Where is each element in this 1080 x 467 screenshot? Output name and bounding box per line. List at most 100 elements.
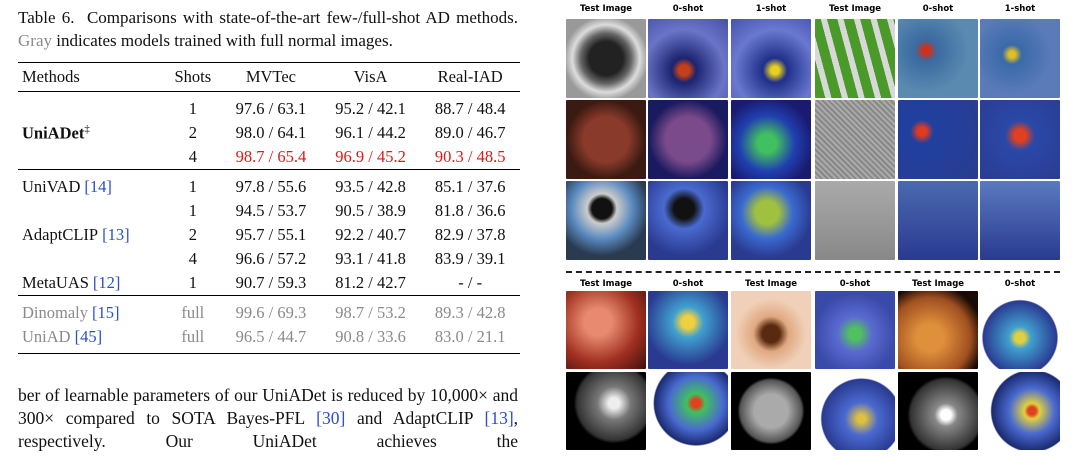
shots-cell: 1 [188, 273, 197, 292]
image [898, 372, 978, 450]
score-cell: 94.5 / 53.7 [235, 201, 307, 220]
image [731, 100, 811, 179]
caption-rest: indicates models trained with full norma… [56, 31, 393, 50]
shots-cell: full [164, 295, 222, 325]
row-group: 1 97.6 / 63.1 95.2 / 42.1 88.7 / 48.4 UniADe… [18, 92, 520, 170]
image [731, 291, 811, 369]
column-header: Shots [174, 67, 212, 86]
column-header: Methods [22, 67, 80, 86]
image [815, 291, 895, 369]
image [815, 100, 895, 179]
table-row: 1 94.5 / 53.7 90.5 / 38.9 81.8 / 36.6 [18, 199, 520, 223]
method-cell [18, 247, 165, 271]
citation: [13] [484, 408, 514, 428]
column-header: MVTec [245, 67, 297, 86]
score-cell: 90.3 / 48.5 [434, 147, 506, 166]
citation: [15] [92, 303, 120, 322]
score-cell: 85.1 / 37.6 [420, 169, 520, 199]
score-cell: 81.8 / 36.6 [434, 201, 506, 220]
method-name: UniADet [22, 123, 85, 143]
score-cell: 88.7 / 48.4 [434, 99, 506, 118]
image [566, 100, 646, 179]
method-cell: UniADet‡ [18, 121, 165, 145]
method-cell [18, 92, 165, 122]
image [898, 181, 978, 260]
table-row: 4 98.7 / 65.4 96.9 / 45.2 90.3 / 48.5 [18, 145, 520, 170]
method-cell [18, 145, 165, 170]
image-label: 0-shot [672, 4, 704, 14]
method-cell: UniAD [45] [18, 325, 165, 354]
image [898, 100, 978, 179]
score-cell: 98.7 / 65.4 [235, 147, 307, 166]
paragraph-text: ber of learnable parameters of our UniAD… [18, 385, 518, 428]
score-cell: 98.0 / 64.1 [235, 123, 307, 142]
citation: [14] [84, 177, 112, 196]
table-row: UniVAD [14] 1 97.8 / 55.6 93.5 / 42.8 85.1 / … [18, 169, 520, 199]
score-cell: 83.9 / 39.1 [434, 249, 506, 268]
score-cell: 97.8 / 55.6 [221, 169, 321, 199]
image [648, 372, 728, 450]
paragraph-text: and AdaptCLIP [356, 408, 473, 428]
image-label: Test Image [911, 279, 965, 289]
method-name: Dinomaly [22, 303, 88, 322]
image [815, 372, 895, 450]
score-cell: 98.7 / 53.2 [320, 295, 421, 325]
shots-cell: 4 [188, 147, 197, 166]
shots-cell: 1 [188, 201, 197, 220]
score-cell: 97.6 / 63.1 [235, 99, 307, 118]
score-cell: 90.7 / 59.3 [235, 273, 307, 292]
score-cell: 83.0 / 21.1 [420, 325, 520, 354]
image [898, 291, 978, 369]
image [731, 181, 811, 260]
method-cell: MetaUAS [12] [18, 271, 165, 296]
shots-cell: 1 [164, 169, 222, 199]
method-sup: ‡ [84, 122, 90, 135]
method-name: UniAD [22, 327, 71, 346]
image-label: 0-shot [1004, 279, 1036, 289]
image-label: Test Image [828, 4, 882, 14]
table-row: MetaUAS [12] 1 90.7 / 59.3 81.2 / 42.7 - / - [18, 271, 520, 296]
score-cell: 89.3 / 42.8 [420, 295, 520, 325]
score-cell: 89.0 / 46.7 [434, 123, 506, 142]
caption: Table 6. Comparisons with state-of-the-a… [18, 6, 518, 52]
score-cell: - / - [458, 273, 483, 292]
image [731, 372, 811, 450]
method-cell [18, 199, 165, 223]
score-cell: 93.1 / 41.8 [335, 249, 406, 268]
image [898, 19, 978, 98]
image-label: 0-shot [839, 279, 871, 289]
image [566, 181, 646, 260]
image-label: 1-shot [755, 4, 787, 14]
score-cell: 93.5 / 42.8 [320, 169, 421, 199]
score-cell: 90.5 / 38.9 [335, 201, 406, 220]
image [648, 181, 728, 260]
score-cell: 90.8 / 33.6 [320, 325, 421, 354]
table-row: AdaptCLIP [13] 2 95.7 / 55.1 92.2 / 40.7 82.9… [18, 223, 520, 247]
image [566, 372, 646, 450]
citation: [13] [102, 225, 130, 244]
image [731, 19, 811, 98]
score-cell: 81.2 / 42.7 [335, 273, 406, 292]
method-name: AdaptCLIP [22, 225, 99, 244]
caption-gray: Gray [18, 31, 52, 50]
image [980, 181, 1060, 260]
citation: [30] [316, 408, 346, 428]
image-label: Test Image [579, 4, 633, 14]
image-label: Test Image [744, 279, 798, 289]
row-group: UniVAD [14] 1 97.8 / 55.6 93.5 / 42.8 85.1 / … [18, 169, 520, 296]
image [566, 291, 646, 369]
method-name: MetaUAS [22, 273, 89, 292]
row-group: Dinomaly [15] full 99.6 / 69.3 98.7 / 53.2 89… [18, 295, 520, 354]
table-row: 4 96.6 / 57.2 93.1 / 41.8 83.9 / 39.1 [18, 247, 520, 271]
image-label: Test Image [579, 279, 633, 289]
method-name: UniVAD [22, 177, 81, 196]
shots-cell: 4 [188, 249, 197, 268]
score-cell: 82.9 / 37.8 [434, 225, 506, 244]
header-row: Methods Shots MVTec VisA Real-IAD [18, 62, 520, 92]
image [566, 19, 646, 98]
score-cell: 96.9 / 45.2 [335, 147, 406, 166]
image [980, 19, 1060, 98]
image [648, 100, 728, 179]
image-label: 1-shot [1004, 4, 1036, 14]
